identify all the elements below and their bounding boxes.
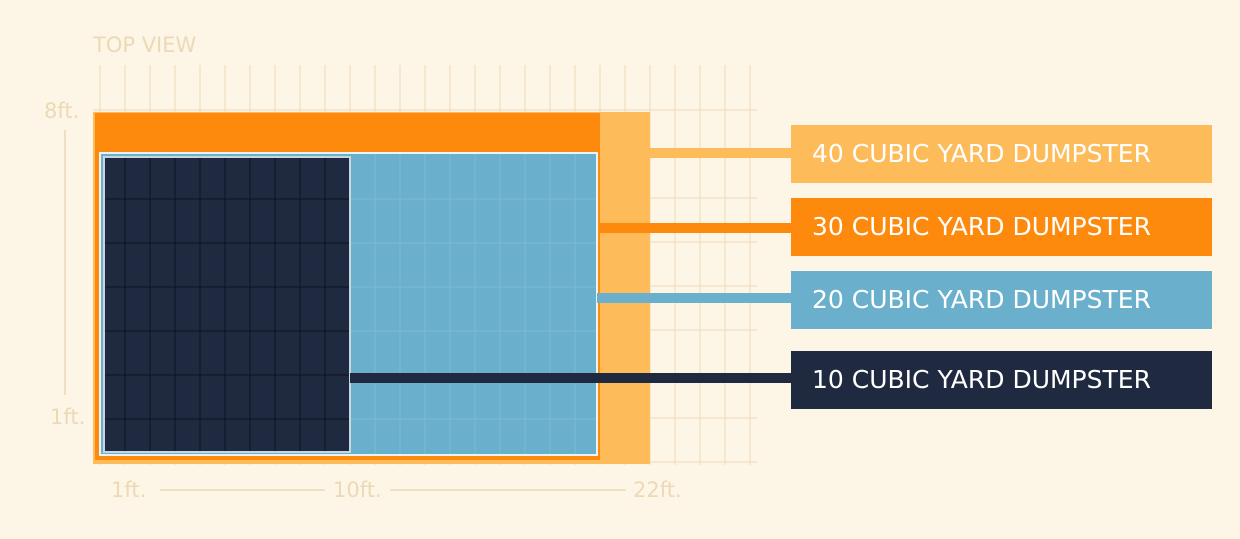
x-axis-label: 22ft. xyxy=(633,478,682,502)
legend-label: 20 CUBIC YARD DUMPSTER xyxy=(812,285,1151,314)
connector-30 xyxy=(600,223,791,233)
x-axis-label: 10ft. xyxy=(333,478,382,502)
dumpster-10-grid xyxy=(105,158,349,451)
legend-box xyxy=(791,198,1212,256)
dumpster-10 xyxy=(103,156,351,453)
y-axis-label: 8ft. xyxy=(44,99,79,123)
legend-label: 30 CUBIC YARD DUMPSTER xyxy=(812,212,1151,241)
legend-label: 40 CUBIC YARD DUMPSTER xyxy=(812,139,1151,168)
view-title: TOP VIEW xyxy=(92,33,197,57)
legend-box xyxy=(791,351,1212,409)
connector-10 xyxy=(350,373,791,383)
legend-box xyxy=(791,271,1212,329)
legend-box xyxy=(791,125,1212,183)
connector-40 xyxy=(650,148,791,158)
y-axis-label: 1ft. xyxy=(50,405,85,429)
dumpster-20-grid xyxy=(350,154,596,454)
connector-20 xyxy=(597,293,791,303)
x-axis-label: 1ft. xyxy=(111,478,146,502)
legend-label: 10 CUBIC YARD DUMPSTER xyxy=(812,365,1151,394)
